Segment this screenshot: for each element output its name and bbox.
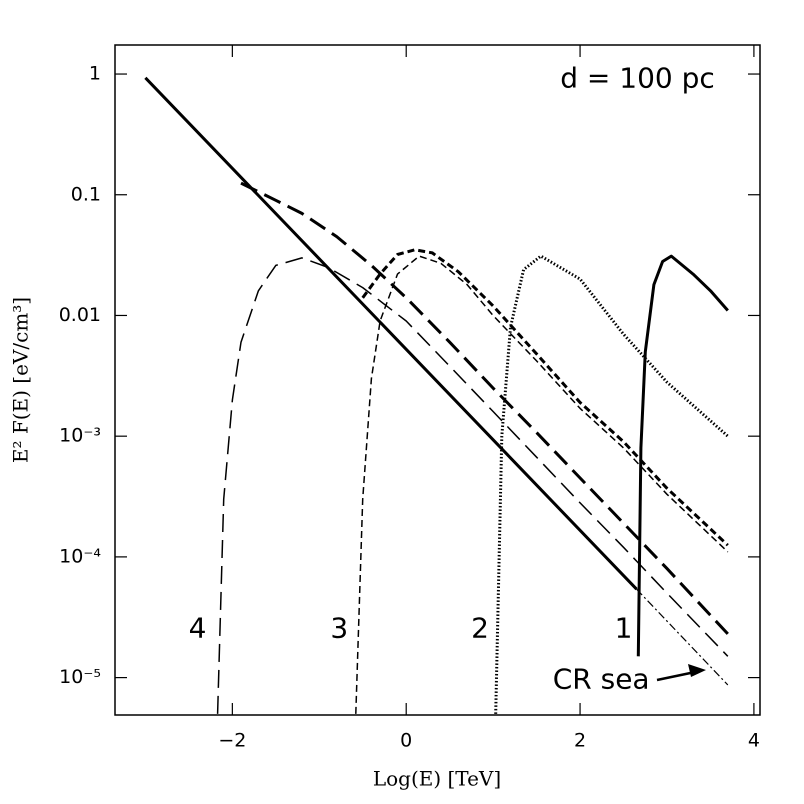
y-tick-label: 10⁻³ (59, 425, 101, 447)
curve (355, 255, 729, 714)
y-tick-label: 10⁻⁴ (59, 545, 101, 567)
annotation: 2 (471, 612, 489, 645)
y-axis-label: E² F(E) [eV/cm³] (9, 297, 33, 463)
annotation: 1 (615, 612, 633, 645)
curve (494, 254, 729, 714)
x-axis-label: Log(E) [TeV] (373, 767, 501, 791)
annotation: 4 (189, 612, 207, 645)
x-tick-label: 0 (400, 730, 412, 752)
y-tick-label: 10⁻⁵ (59, 666, 101, 688)
plot-frame (114, 44, 761, 716)
curve (636, 588, 729, 686)
curve (144, 76, 638, 591)
x-tick-label: 4 (748, 730, 760, 752)
curve (636, 254, 729, 657)
annotation: d = 100 pc (560, 62, 715, 95)
x-tick-label: 2 (574, 730, 586, 752)
y-tick-label: 1 (89, 63, 101, 85)
curve (361, 248, 729, 547)
annotation: CR sea (553, 662, 650, 695)
arrow (656, 664, 706, 682)
y-tick-label: 0.1 (71, 183, 101, 205)
y-tick-label: 0.01 (59, 304, 101, 326)
curve (216, 257, 729, 714)
x-tick-label: −2 (218, 730, 246, 752)
annotation: 3 (330, 612, 348, 645)
curve (240, 181, 729, 635)
